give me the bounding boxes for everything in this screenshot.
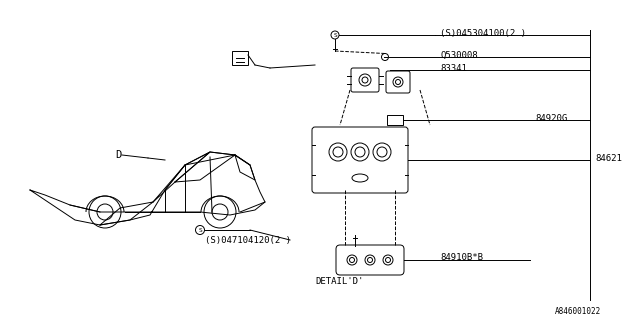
Text: Q530008: Q530008 bbox=[440, 51, 477, 60]
Text: S: S bbox=[333, 33, 337, 37]
Text: D: D bbox=[115, 150, 121, 160]
Text: 83341: 83341 bbox=[440, 63, 467, 73]
Text: A846001022: A846001022 bbox=[555, 308, 601, 316]
Text: 84910B*B: 84910B*B bbox=[440, 253, 483, 262]
Text: 84920G: 84920G bbox=[535, 114, 567, 123]
Text: DETAIL'D': DETAIL'D' bbox=[316, 277, 364, 286]
Text: (S)045304100(2 ): (S)045304100(2 ) bbox=[440, 28, 526, 37]
Bar bbox=[387, 115, 403, 125]
Text: 84621: 84621 bbox=[595, 154, 622, 163]
Bar bbox=[232, 51, 248, 65]
Text: S: S bbox=[198, 228, 202, 233]
Text: (S)047104120(2 ): (S)047104120(2 ) bbox=[205, 236, 291, 244]
